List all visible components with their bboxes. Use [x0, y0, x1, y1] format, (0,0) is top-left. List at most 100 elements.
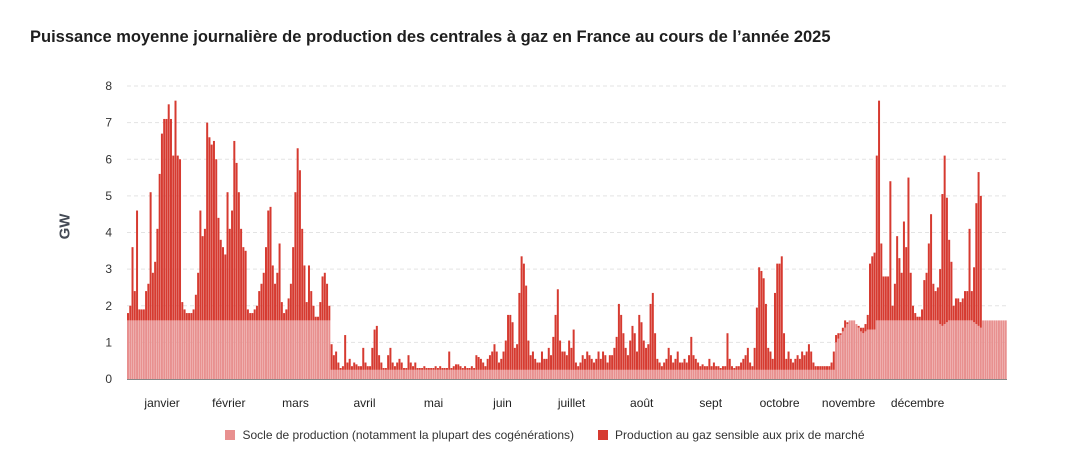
bar-base	[176, 320, 179, 379]
bar-base	[151, 320, 154, 379]
bar-market	[954, 298, 957, 321]
bar-base	[717, 369, 720, 379]
bar-market	[255, 305, 258, 321]
bar-base	[846, 324, 849, 379]
bar-market	[559, 340, 562, 370]
bar-base	[880, 320, 883, 379]
bar-base	[916, 320, 919, 379]
bar-market	[633, 333, 636, 370]
bar-base	[502, 369, 505, 379]
bar-market	[977, 172, 980, 326]
bar-base	[439, 369, 442, 379]
bar-market	[129, 305, 132, 321]
bar-base	[181, 320, 184, 379]
bar-base	[165, 320, 168, 379]
bar-base	[565, 369, 568, 379]
bar-base	[384, 369, 387, 379]
bar-market	[783, 333, 786, 370]
bar-market	[405, 368, 408, 370]
bar-base	[140, 320, 143, 379]
bar-market	[545, 358, 548, 370]
bar-market	[669, 355, 672, 370]
bar-base	[269, 320, 272, 379]
bar-market	[595, 358, 598, 370]
bar-market	[731, 366, 733, 370]
bar-market	[188, 313, 191, 321]
bar-market	[319, 302, 322, 321]
bar-base	[402, 369, 405, 379]
y-tick-label: 2	[105, 299, 112, 313]
bar-market	[398, 358, 401, 370]
bar-base	[249, 320, 252, 379]
bar-market	[656, 358, 659, 370]
bar-base	[887, 320, 890, 379]
bar-base	[706, 369, 709, 379]
bar-market	[970, 291, 973, 321]
legend-item-base[interactable]: Socle de production (notamment la plupar…	[225, 428, 574, 442]
bar-market	[502, 351, 505, 370]
bar-base	[665, 369, 668, 379]
bar-base	[445, 369, 448, 379]
bar-market	[303, 265, 306, 321]
bar-base	[185, 320, 188, 379]
bar-market	[464, 366, 467, 370]
bar-base	[654, 369, 657, 379]
bar-market	[826, 366, 829, 370]
bar-market	[665, 358, 668, 370]
bar-base	[807, 369, 810, 379]
bar-base	[430, 369, 433, 379]
bar-base	[292, 320, 295, 379]
bar-market	[602, 351, 605, 370]
y-tick-label: 1	[105, 335, 112, 349]
bar-base	[638, 369, 641, 379]
bar-market	[145, 291, 148, 321]
bar-base	[409, 369, 412, 379]
bar-base	[816, 369, 819, 379]
bar-market	[597, 351, 600, 370]
legend-item-market[interactable]: Production au gaz sensible aux prix de m…	[598, 428, 865, 442]
bar-market	[384, 368, 387, 370]
bar-base	[398, 369, 401, 379]
bar-market	[649, 303, 652, 370]
x-axis-ticks: janvier février mars avril mai juin juillet aoû…	[143, 396, 944, 410]
bar-base	[633, 369, 636, 379]
bar-market	[149, 192, 152, 321]
bar-base	[274, 320, 277, 379]
bar-market	[199, 210, 202, 321]
bar-market	[590, 358, 593, 370]
bar-market	[418, 368, 421, 370]
bar-market	[244, 250, 247, 321]
bar-base	[896, 320, 899, 379]
bar-market	[898, 258, 901, 321]
bar-market	[943, 155, 946, 325]
bar-base	[393, 369, 396, 379]
bar-base	[590, 369, 593, 379]
bar-base	[821, 369, 824, 379]
bar-base	[479, 369, 482, 379]
bar-base	[862, 333, 865, 379]
bar-base	[231, 320, 234, 379]
bar-market	[613, 347, 616, 370]
bar-market	[959, 302, 962, 321]
bar-base	[789, 369, 792, 379]
bar-base	[317, 320, 320, 379]
bar-base	[486, 369, 489, 379]
bar-base	[572, 369, 575, 379]
bar-base	[835, 342, 838, 380]
bar-market	[762, 278, 765, 370]
bar-market	[760, 270, 763, 370]
bar-market	[310, 291, 313, 321]
bar-market	[439, 366, 442, 370]
bar-market	[807, 344, 810, 370]
bar-base	[414, 369, 417, 379]
bar-market	[663, 362, 666, 370]
bar-market	[862, 327, 865, 334]
bar-base	[459, 369, 462, 379]
bar-base	[493, 369, 496, 379]
bar-market	[927, 243, 930, 321]
bar-base	[545, 369, 548, 379]
bar-base	[276, 320, 279, 379]
bar-base	[975, 324, 978, 379]
bar-base	[970, 320, 973, 379]
